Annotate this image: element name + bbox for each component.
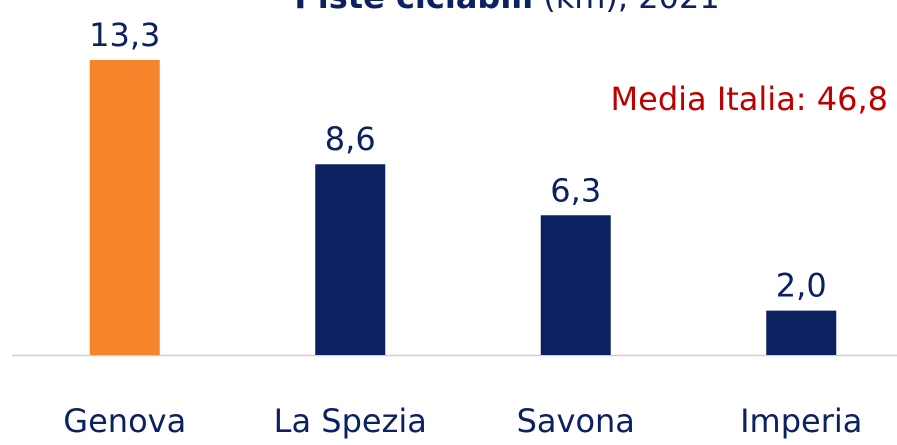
bar bbox=[540, 215, 611, 355]
bar bbox=[315, 164, 386, 355]
chart-subtitle: (km), 2021 bbox=[543, 0, 719, 16]
chart-title-group: Piste ciclabili (km), 2021 bbox=[294, 0, 719, 16]
value-label: 13,3 bbox=[89, 16, 160, 54]
chart-title: Piste ciclabili bbox=[294, 0, 533, 16]
x-tick-label: La Spezia bbox=[274, 402, 427, 440]
x-tick-label: Savona bbox=[517, 402, 635, 440]
value-label: 6,3 bbox=[550, 171, 601, 209]
value-label: 8,6 bbox=[325, 120, 376, 158]
x-tick-label: Genova bbox=[63, 402, 186, 440]
annotation: Media Italia: 46,8 bbox=[611, 80, 888, 118]
bar bbox=[766, 310, 837, 355]
value-label: 2,0 bbox=[776, 267, 827, 305]
bar bbox=[89, 60, 160, 355]
x-tick-label: Imperia bbox=[740, 402, 862, 440]
